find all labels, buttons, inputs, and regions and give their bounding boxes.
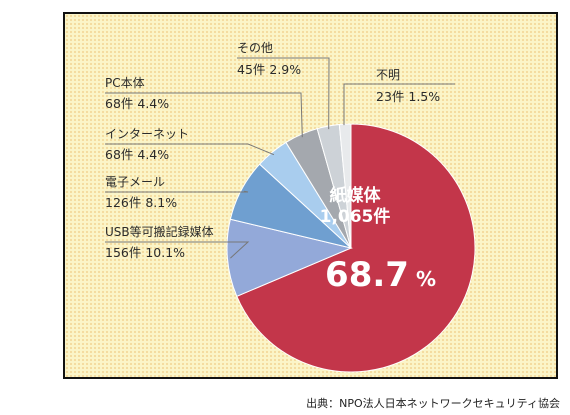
slice-label-name-6: 不明 [376,68,400,82]
slice-label-value-6: 23件 1.5% [376,89,440,104]
slice-label-count-0: 1,065件 [320,206,391,227]
slice-label-value-3: 68件 4.4% [105,147,169,162]
slice-label-value-5: 45件 2.9% [237,62,301,77]
slice-label-name-0: 紙媒体 [330,185,382,206]
leader-line-3 [105,143,275,156]
slice-label-value-4: 68件 4.4% [105,96,169,111]
leader-line-2 [105,190,249,193]
slice-label-value-1: 156件 10.1% [105,245,185,260]
leader-line-6 [343,83,455,126]
slice-label-value-2: 126件 8.1% [105,195,177,210]
pie-slice-0 [236,123,476,373]
leader-line-1 [105,241,250,259]
source-note: 出典：NPO法人日本ネットワークセキュリティ協会 [306,397,560,410]
slice-label-name-3: インターネット [105,127,189,141]
slice-label-name-5: その他 [237,41,273,55]
slice-label-percent-sign-0: % [416,267,436,291]
slice-label-name-1: USB等可搬記録媒体 [105,224,214,239]
pie-slice-6 [338,123,352,249]
slice-label-name-4: PC本体 [105,76,145,90]
slice-label-name-2: 電子メール [105,175,165,189]
leader-line-5 [237,57,330,130]
pie-slice-1 [226,218,353,297]
slice-label-percent-0: 68.7 [325,255,409,295]
chart-frame: 紙媒体 1,065件 68.7% USB等可搬記録媒体 156件 10.1% 電子メール 1… [63,12,558,379]
leader-line-4 [105,92,303,138]
